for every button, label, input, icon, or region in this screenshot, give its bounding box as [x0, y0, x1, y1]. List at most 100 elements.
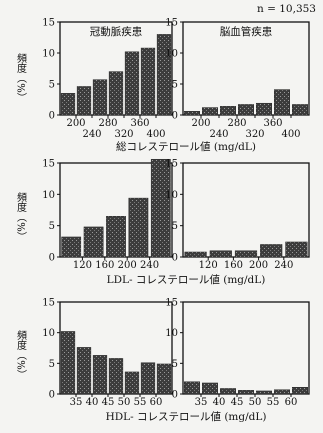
- bar: [220, 388, 236, 395]
- sample-size-label: n = 10,353: [257, 3, 316, 15]
- x-tick-label: 35: [70, 397, 83, 408]
- bar: [202, 382, 218, 395]
- bar: [292, 104, 308, 116]
- x-tick-label: 320: [245, 129, 264, 140]
- bar: [274, 89, 290, 116]
- x-tick-label: 200: [118, 260, 137, 271]
- x-axis-label: 総コレステロール値 (mg/dL): [116, 140, 256, 153]
- y-tick-label: 0: [172, 253, 178, 264]
- bar: [220, 106, 236, 116]
- bar: [76, 347, 92, 395]
- x-tick-label: 280: [98, 118, 117, 129]
- x-tick-label: 120: [199, 260, 218, 271]
- bar: [184, 251, 207, 258]
- bar: [92, 79, 108, 116]
- x-tick-label: 35: [195, 397, 208, 408]
- bar: [76, 86, 92, 116]
- x-tick-label: 160: [95, 260, 114, 271]
- x-tick-label: 240: [140, 260, 159, 271]
- bar: [150, 158, 171, 258]
- y-tick-label: 15: [165, 298, 178, 309]
- bar: [140, 47, 156, 116]
- bar: [256, 390, 272, 395]
- x-axis-label: LDL- コレステロール値 (mg/dL): [107, 273, 266, 286]
- x-tick-label: 240: [209, 129, 228, 140]
- bar: [108, 71, 124, 116]
- x-tick-label: 400: [281, 129, 300, 140]
- bar: [83, 226, 104, 258]
- x-tick-label: 40: [86, 397, 99, 408]
- x-tick-label: 360: [130, 118, 149, 129]
- bar: [292, 387, 308, 395]
- y-tick-label: 15: [42, 159, 55, 170]
- bar: [106, 216, 126, 258]
- panel-frame: [182, 301, 310, 395]
- x-axis-label: HDL- コレステロール値 (mg/dL): [106, 410, 267, 423]
- x-tick-label: 200: [66, 118, 85, 129]
- bar: [128, 197, 149, 258]
- x-tick-label: 200: [249, 260, 268, 271]
- y-tick-label: 10: [42, 328, 55, 339]
- y-tick-label: 10: [165, 328, 178, 339]
- y-tick-label: 0: [49, 390, 55, 401]
- y-tick-label: 0: [49, 111, 55, 122]
- x-tick-label: 40: [213, 397, 226, 408]
- x-tick-label: 400: [146, 129, 165, 140]
- y-tick-label: 15: [42, 18, 55, 29]
- x-tick-label: 200: [191, 118, 210, 129]
- bar: [209, 250, 232, 258]
- x-tick-label: 50: [249, 397, 262, 408]
- bar: [238, 390, 254, 395]
- y-tick-label: 0: [172, 390, 178, 401]
- bar: [140, 362, 156, 395]
- y-axis-label: 頻度（%）: [15, 329, 27, 380]
- x-tick-label: 240: [274, 260, 293, 271]
- bar: [274, 389, 290, 395]
- bar: [260, 244, 283, 258]
- x-tick-label: 240: [82, 129, 101, 140]
- bar: [184, 111, 200, 116]
- x-tick-label: 160: [224, 260, 243, 271]
- x-tick-label: 320: [114, 129, 133, 140]
- y-axis-label: 頻度（%）: [15, 52, 27, 103]
- y-tick-label: 5: [172, 359, 178, 370]
- bar: [285, 241, 308, 258]
- bar: [60, 93, 76, 116]
- y-tick-label: 10: [165, 49, 178, 60]
- y-tick-label: 15: [165, 18, 178, 29]
- bar: [124, 371, 140, 395]
- y-tick-label: 5: [49, 221, 55, 232]
- bar: [256, 102, 272, 116]
- x-tick-label: 45: [231, 397, 244, 408]
- x-tick-label: 50: [118, 397, 131, 408]
- bar: [60, 331, 76, 395]
- y-tick-label: 10: [165, 190, 178, 201]
- bar: [202, 107, 218, 116]
- bar: [92, 355, 108, 395]
- x-tick-label: 60: [150, 397, 163, 408]
- x-tick-label: 55: [267, 397, 280, 408]
- bar: [124, 51, 140, 116]
- panel-title: 脳血管疾患: [220, 25, 273, 38]
- x-tick-label: 280: [227, 118, 246, 129]
- bar: [108, 358, 124, 395]
- y-tick-label: 5: [172, 221, 178, 232]
- y-tick-label: 5: [49, 359, 55, 370]
- y-tick-label: 10: [42, 190, 55, 201]
- bar: [184, 381, 200, 395]
- bar: [238, 104, 254, 116]
- y-tick-label: 5: [49, 80, 55, 91]
- x-tick-label: 360: [263, 118, 282, 129]
- x-tick-label: 55: [134, 397, 147, 408]
- bar: [156, 34, 172, 116]
- y-tick-label: 0: [49, 253, 55, 264]
- y-tick-label: 5: [172, 80, 178, 91]
- x-tick-label: 120: [73, 260, 92, 271]
- bar: [234, 250, 258, 258]
- y-tick-label: 15: [165, 159, 178, 170]
- bar: [61, 236, 82, 258]
- y-tick-label: 15: [42, 298, 55, 309]
- panel-title: 冠動脈疾患: [90, 25, 143, 38]
- y-axis-label: 頻度（%）: [15, 191, 27, 242]
